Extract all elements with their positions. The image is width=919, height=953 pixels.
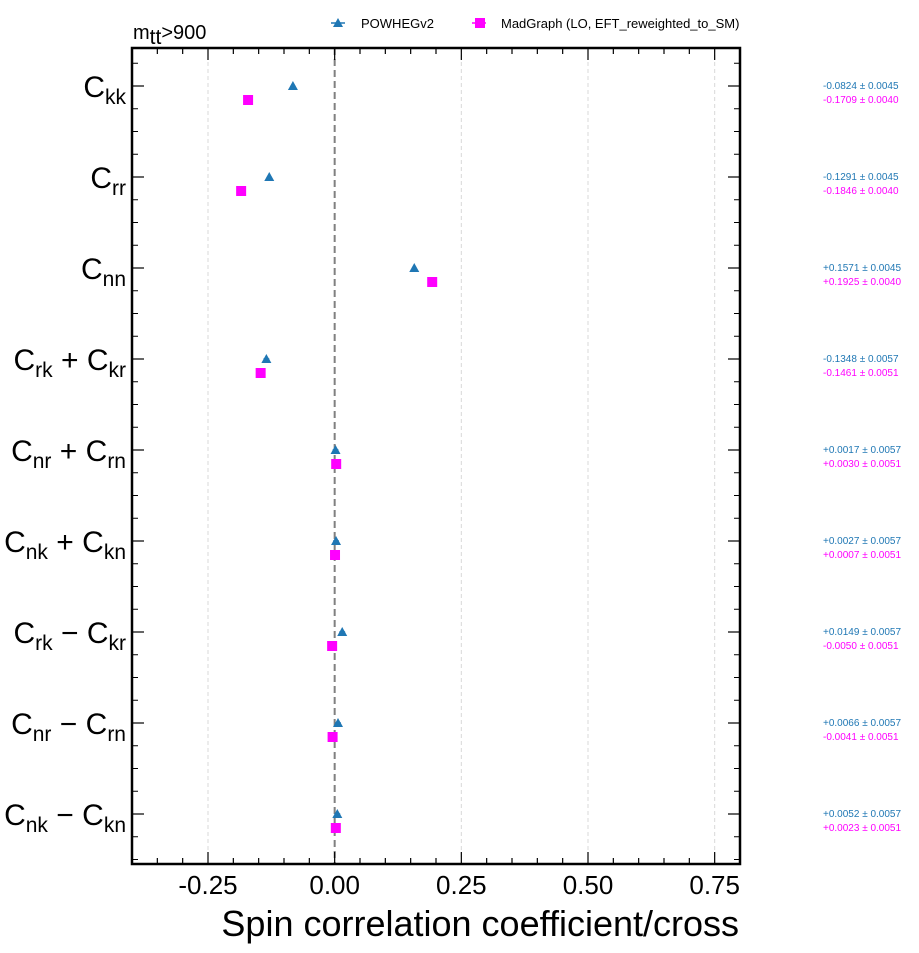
value-annotation: -0.1709 ± 0.0040 [823,95,899,106]
category-label: Cnn [81,253,126,291]
value-annotation: +0.0017 ± 0.0057 [823,445,901,456]
value-annotation: +0.0027 ± 0.0057 [823,536,901,547]
powheg-point [333,718,344,727]
madgraph-point [236,186,247,196]
category-label: Cnk − Ckn [4,799,126,837]
madgraph-point [330,550,341,560]
madgraph-point [327,732,338,742]
category-label: Cnr − Crn [11,708,126,746]
legend-label-powheg: POWHEGv2 [361,16,434,31]
powheg-point [337,627,348,636]
x-tick-labels: -0.25 0.00 0.25 0.50 0.75 [178,870,740,900]
x-tick-label: 0.25 [436,870,487,900]
powheg-point [330,445,341,454]
category-label: Cnr + Crn [11,435,126,473]
powheg-point [331,536,342,545]
category-label: Cnk + Ckn [4,526,126,564]
madgraph-point [330,823,341,833]
powheg-point [261,354,272,363]
x-tick-label: 0.75 [689,870,740,900]
powheg-point [409,263,420,272]
madgraph-point [243,95,254,105]
category-label: Crr [90,162,126,200]
x-tick-label: -0.25 [178,870,237,900]
value-annotation: -0.1348 ± 0.0057 [823,354,899,365]
value-annotation: -0.1846 ± 0.0040 [823,186,899,197]
x-tick-label: 0.00 [309,870,360,900]
value-annotation: +0.1925 ± 0.0040 [823,277,901,288]
value-annotation: -0.1461 ± 0.0051 [823,368,899,379]
value-annotation: -0.0050 ± 0.0051 [823,641,899,652]
madgraph-point [327,641,338,651]
value-annotation: -0.0824 ± 0.0045 [823,81,899,92]
value-annotation: +0.1571 ± 0.0045 [823,263,901,274]
madgraph-point [427,277,438,287]
value-annotation: +0.0023 ± 0.0051 [823,823,901,834]
x-tick-label: 0.50 [563,870,614,900]
value-annotations: -0.0824 ± 0.0045 -0.1291 ± 0.0045 +0.1571 … [823,81,901,834]
value-annotation: +0.0052 ± 0.0057 [823,809,901,820]
madgraph-point [255,368,266,378]
plot-frame [130,46,742,866]
x-axis-label: Spin correlation coefficient/cross [221,903,739,944]
powheg-point [287,81,298,90]
legend-item-powheg: POWHEGv2 [331,16,434,31]
category-labels: Ckk Crr Cnn Crk + Ckr Cnr + Crn Cnk + Ckn Crk … [4,71,126,837]
data-markers [236,81,438,833]
grid-lines [207,48,716,864]
madgraph-point [331,459,342,469]
legend: POWHEGv2 MadGraph (LO, EFT_reweighted_to… [331,16,739,31]
legend-item-madgraph: MadGraph (LO, EFT_reweighted_to_SM) [472,16,739,31]
axis-ticks [131,48,741,864]
powheg-point [332,809,343,818]
value-annotation: -0.1291 ± 0.0045 [823,172,899,183]
value-annotation: +0.0066 ± 0.0057 [823,718,901,729]
top-label: mtt>900 [133,22,206,49]
powheg-point [264,172,275,181]
value-annotation: +0.0007 ± 0.0051 [823,550,901,561]
value-annotation: -0.0041 ± 0.0051 [823,732,899,743]
value-annotation: +0.0149 ± 0.0057 [823,627,901,638]
triangle-marker-icon [333,18,343,27]
value-annotation: +0.0030 ± 0.0051 [823,459,901,470]
category-label: Crk + Ckr [13,344,126,382]
square-marker-icon [475,18,485,28]
category-label: Ckk [83,71,126,109]
legend-label-madgraph: MadGraph (LO, EFT_reweighted_to_SM) [501,16,739,31]
category-label: Crk − Ckr [13,617,126,655]
